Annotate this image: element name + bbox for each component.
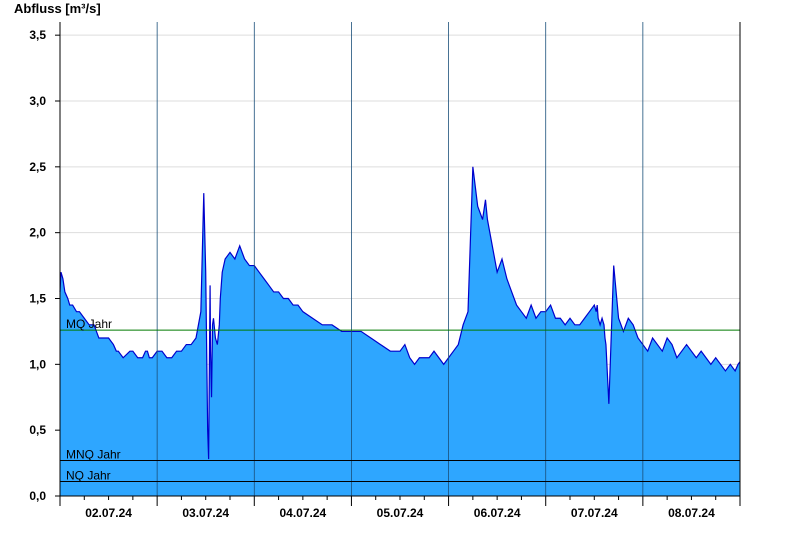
y-tick-label-4: 2,0 [29,226,46,240]
discharge-fill [60,166,740,496]
ref-label-mnq-jahr: MNQ Jahr [66,447,121,461]
x-tick-label-6: 08.07.24 [668,506,715,520]
x-axis-ticks: 02.07.24 03.07.24 04.07.24 05.07.24 06.07.24… [59,496,741,520]
ref-label-nq-jahr: NQ Jahr [66,469,111,483]
y-axis-ticks: 0,0 0,5 1,0 1,5 2,0 2,5 3,0 3,5 [29,28,60,503]
day-separators [156,22,644,496]
x-tick-label-1: 03.07.24 [182,506,229,520]
x-tick-label-5: 07.07.24 [571,506,618,520]
y-tick-label-1: 0,5 [29,423,46,437]
y-tick-label-3: 1,5 [29,292,46,306]
x-tick-label-4: 06.07.24 [474,506,521,520]
y-tick-label-0: 0,0 [29,489,46,503]
y-tick-label-6: 3,0 [29,94,46,108]
x-tick-label-3: 05.07.24 [377,506,424,520]
data-area [59,166,741,496]
x-tick-label-2: 04.07.24 [279,506,326,520]
reference-lines: MQ Jahr MNQ Jahr NQ Jahr [60,317,740,483]
discharge-line [59,166,741,460]
y-tick-label-5: 2,5 [29,160,46,174]
y-tick-label-7: 3,5 [29,28,46,42]
y-axis-title: Abfluss [m³/s] [14,1,101,16]
y-tick-label-2: 1,0 [29,357,46,371]
x-tick-label-0: 02.07.24 [85,506,132,520]
ref-label-mq-jahr: MQ Jahr [66,317,112,331]
